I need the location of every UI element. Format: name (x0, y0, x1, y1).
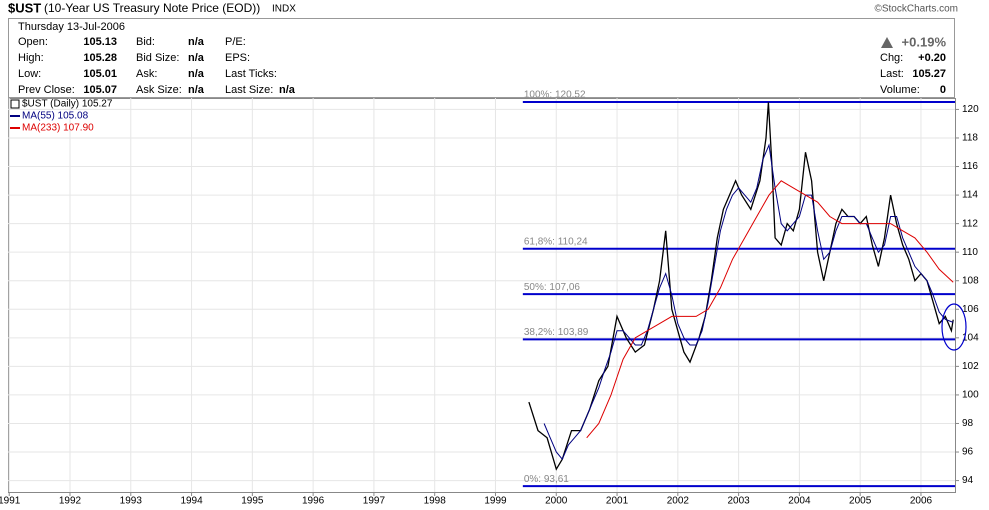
x-tick-label: 2006 (910, 496, 933, 507)
stat-label: P/E: (225, 36, 246, 48)
quote-box (8, 18, 955, 98)
summary-value: 105.27 (912, 68, 946, 80)
quote-label: Prev Close: (18, 84, 75, 96)
fib-label: 50%: 107,06 (524, 282, 581, 293)
x-tick-label: 2000 (545, 496, 568, 507)
y-tick-label: 108 (962, 275, 979, 286)
quote-value: 105.01 (83, 68, 117, 80)
x-tick-label: 1992 (59, 496, 82, 507)
series-line (586, 180, 954, 439)
x-tick-label: 2004 (788, 496, 811, 507)
x-tick-label: 1994 (180, 496, 203, 507)
x-tick-label: 2001 (606, 496, 629, 507)
change-pct: +0.19% (902, 34, 947, 49)
quote-label: High: (18, 52, 44, 64)
date: Thursday 13-Jul-2006 (18, 21, 125, 33)
summary-label: Volume: (880, 84, 920, 96)
y-tick-label: 94 (962, 475, 974, 486)
summary-label: Last: (880, 68, 904, 80)
fib-label: 61,8%: 110,24 (524, 236, 588, 247)
legend-label: MA(55) 105.08 (22, 111, 89, 122)
x-tick-label: 2003 (727, 496, 750, 507)
x-tick-label: 2005 (849, 496, 872, 507)
quote-value: 105.07 (83, 84, 117, 96)
x-tick-label: 1997 (363, 496, 386, 507)
x-tick-label: 1998 (424, 496, 447, 507)
plot-area (8, 98, 956, 493)
x-tick-label: 1991 (0, 496, 21, 507)
x-tick-label: 1993 (120, 496, 143, 507)
book-label: Ask Size: (136, 84, 182, 96)
summary-value: +0.20 (918, 52, 946, 64)
highlight-ellipse (941, 303, 967, 351)
summary-label: Chg: (880, 52, 903, 64)
x-tick-label: 1999 (484, 496, 507, 507)
y-tick-label: 100 (962, 390, 979, 401)
stat-label: Last Ticks: (225, 68, 277, 80)
book-value: n/a (188, 52, 205, 64)
x-tick-label: 1995 (241, 496, 264, 507)
book-label: Bid Size: (136, 52, 179, 64)
y-tick-label: 116 (962, 161, 978, 172)
y-tick-label: 102 (962, 361, 979, 372)
legend-label: $UST (Daily) 105.27 (22, 99, 113, 110)
credit: ©StockCharts.com (874, 4, 958, 15)
summary-value: 0 (940, 84, 946, 96)
y-tick-label: 104 (962, 332, 979, 343)
quote-value: 105.13 (83, 36, 117, 48)
book-value: n/a (188, 84, 205, 96)
stat-label: Last Size: (225, 84, 273, 96)
up-arrow (881, 37, 893, 48)
y-tick-label: 106 (962, 304, 979, 315)
symbol: $UST (8, 0, 41, 15)
book-value: n/a (188, 68, 205, 80)
security-name: (10-Year US Treasury Note Price (EOD)) (44, 1, 260, 15)
y-tick-label: 96 (962, 447, 974, 458)
exchange: INDX (272, 4, 296, 15)
stat-value: n/a (279, 84, 296, 96)
y-tick-label: 120 (962, 104, 979, 115)
x-tick-label: 1996 (302, 496, 325, 507)
legend-label: MA(233) 107.90 (22, 123, 94, 134)
y-tick-label: 114 (962, 190, 978, 201)
y-tick-label: 110 (962, 247, 978, 258)
y-tick-label: 98 (962, 418, 974, 429)
legend-icon (10, 99, 20, 109)
y-tick-label: 118 (962, 133, 978, 144)
series-line (543, 143, 954, 461)
x-tick-label: 2002 (667, 496, 690, 507)
book-label: Bid: (136, 36, 155, 48)
plot: 94 96 98 100 102 104 106 108 110 112 114 116 118 120 1… (0, 90, 979, 507)
book-label: Ask: (136, 68, 157, 80)
quote-label: Open: (18, 36, 48, 48)
fib-label: 0%: 93,61 (524, 474, 569, 485)
stat-label: EPS: (225, 52, 250, 64)
y-tick-label: 112 (962, 218, 978, 229)
quote-value: 105.28 (83, 52, 117, 64)
fib-label: 38,2%: 103,89 (524, 327, 589, 338)
book-value: n/a (188, 36, 205, 48)
fib-label: 100%: 120,52 (524, 90, 586, 101)
quote-label: Low: (18, 68, 41, 80)
